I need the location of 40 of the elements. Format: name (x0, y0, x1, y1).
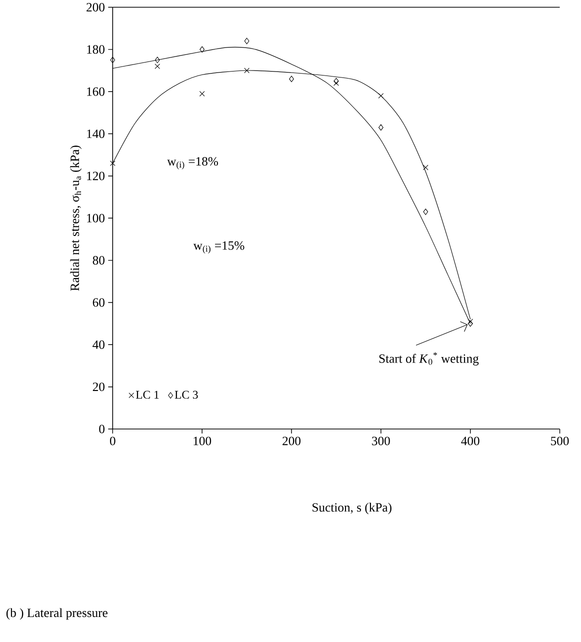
point (200, 46, 205, 53)
y-tick-label: 60 (92, 298, 104, 307)
point (154, 64, 160, 69)
y-tick-label: 200 (86, 2, 104, 12)
annotation: Start of K$_{0}$$^{*}$ wetting (379, 352, 479, 366)
point (334, 80, 339, 86)
point (244, 68, 250, 74)
point (378, 124, 384, 131)
point (289, 76, 294, 82)
point (110, 160, 116, 166)
x-tick-label: 100 (194, 436, 212, 446)
x-tick-label: 400 (461, 436, 480, 446)
y-tick-label: 120 (87, 172, 104, 180)
x-axis-title: Suction, s (kPa) (312, 502, 392, 514)
annotation: w$_{(i)}$ =18% (167, 157, 218, 170)
y-tick-label: 40 (92, 340, 104, 349)
point (378, 93, 384, 99)
x-tick-label: 200 (282, 436, 300, 446)
text: (b ) Lateral pressure (6, 608, 108, 620)
y-tick-label: 100 (87, 214, 104, 222)
point (423, 208, 428, 215)
y-tick-label: 20 (92, 382, 104, 392)
annotation: w$_{(i)}$ =15% (193, 241, 244, 254)
point (110, 56, 116, 64)
x-tick-label: 500 (551, 436, 569, 446)
y-tick-label: 0 (99, 424, 104, 434)
point (422, 164, 428, 170)
point (154, 56, 160, 64)
point (244, 38, 250, 44)
legend-label: LC 3 (174, 390, 198, 399)
x-tick-label: 0 (110, 436, 116, 446)
y-axis-title: Radial net stress, σ$_{h}$-u$_{a}$ (kPa) (70, 146, 82, 291)
y-tick-label: 80 (92, 256, 104, 265)
point (199, 91, 205, 96)
y-tick-label: 180 (87, 45, 104, 54)
y-tick-label: 140 (87, 130, 104, 138)
y-tick-label: 160 (87, 87, 104, 96)
x-tick-label: 300 (372, 436, 390, 446)
point (334, 78, 339, 84)
legend-label: LC 1 (136, 390, 159, 399)
